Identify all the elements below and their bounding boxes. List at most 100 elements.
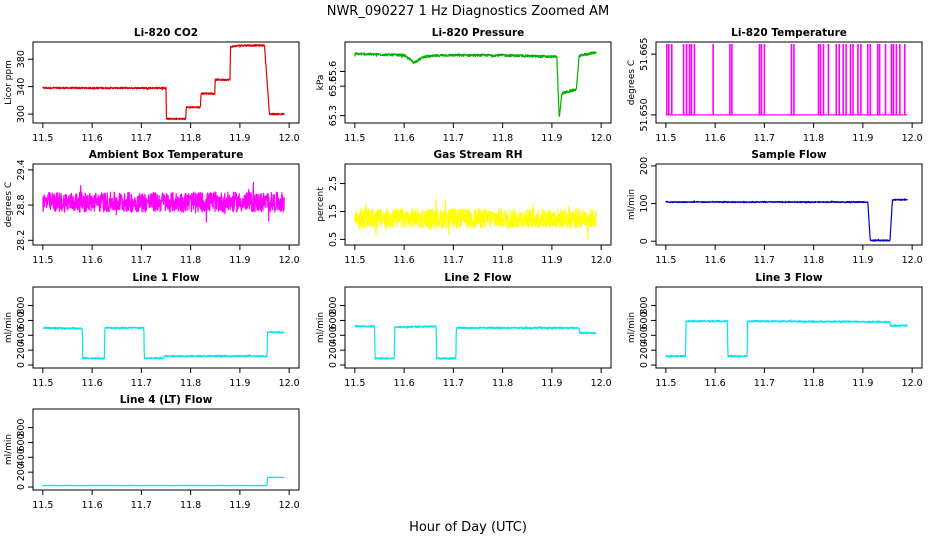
x-tick-label: 11.9 bbox=[229, 133, 250, 144]
x-tick-label: 11.6 bbox=[705, 255, 726, 266]
plot-frame bbox=[655, 163, 923, 246]
y-tick-label: 800 bbox=[16, 297, 27, 315]
x-tick-label: 11.7 bbox=[443, 255, 464, 266]
y-axis-label: ml/min bbox=[316, 312, 326, 343]
y-tick-label: 300 bbox=[16, 105, 27, 123]
plot-frame bbox=[32, 408, 300, 491]
x-tick-label: 11.7 bbox=[131, 255, 152, 266]
x-tick-label: 11.7 bbox=[754, 133, 775, 144]
x-tick-label: 11.5 bbox=[32, 500, 53, 511]
x-tick-label: 11.8 bbox=[803, 133, 824, 144]
y-tick-label: 0 bbox=[639, 238, 650, 244]
y-tick-label: 800 bbox=[16, 419, 27, 437]
y-tick-label: 100 bbox=[639, 194, 650, 212]
y-tick-label: 1.5 bbox=[328, 204, 339, 219]
x-tick-label: 12.0 bbox=[902, 378, 923, 389]
panel-title: Li-820 Pressure bbox=[432, 27, 525, 39]
x-tick-label: 12.0 bbox=[902, 255, 923, 266]
panel-line-3-flow: Line 3 Flow 11.5 11.6 11.7 11.8 11.9 12.0 0 2004… bbox=[627, 272, 923, 389]
x-tick-label: 11.9 bbox=[229, 255, 250, 266]
x-tick-label: 11.5 bbox=[32, 133, 53, 144]
y-tick-label: 200 bbox=[639, 341, 650, 359]
y-tick-label: 2.5 bbox=[328, 176, 339, 191]
panel-title: Ambient Box Temperature bbox=[89, 149, 244, 161]
x-tick-label: 11.9 bbox=[229, 500, 250, 511]
x-tick-label: 11.9 bbox=[852, 133, 873, 144]
series-line bbox=[354, 199, 597, 240]
panel-li-820-co2: Li-820 CO2 11.5 11.6 11.7 11.8 11.9 12.0 300 340… bbox=[4, 27, 300, 144]
y-tick-label: 200 bbox=[16, 463, 27, 481]
y-tick-label: 200 bbox=[639, 157, 650, 175]
x-tick-label: 11.8 bbox=[492, 133, 513, 144]
panel-gas-stream-rh: Gas Stream RH 11.5 11.6 11.7 11.8 11.9 12.0 0.5… bbox=[316, 149, 612, 266]
x-tick-label: 11.6 bbox=[82, 378, 103, 389]
y-tick-label: 65.5 bbox=[328, 76, 339, 97]
y-tick-label: 51.650 bbox=[639, 98, 650, 131]
panel-grid: Li-820 CO2 11.5 11.6 11.7 11.8 11.9 12.0 300 340… bbox=[4, 27, 923, 511]
x-tick-label: 11.6 bbox=[705, 133, 726, 144]
x-tick-label: 11.8 bbox=[180, 255, 201, 266]
x-tick-label: 11.5 bbox=[32, 378, 53, 389]
x-tick-label: 11.6 bbox=[394, 378, 415, 389]
x-tick-label: 12.0 bbox=[279, 500, 300, 511]
panel-title: Line 2 Flow bbox=[444, 272, 511, 284]
y-axis-label: degrees C bbox=[4, 182, 14, 227]
x-tick-label: 11.5 bbox=[32, 255, 53, 266]
y-tick-label: 600 bbox=[639, 311, 650, 329]
x-tick-label: 11.5 bbox=[655, 255, 676, 266]
y-tick-label: 400 bbox=[639, 326, 650, 344]
plot-frame bbox=[32, 41, 300, 124]
x-tick-label: 11.7 bbox=[131, 378, 152, 389]
panel-li-820-pressure: Li-820 Pressure 11.5 11.6 11.7 11.8 11.9 12.0 6… bbox=[316, 27, 612, 144]
panel-ambient-box-temperature: Ambient Box Temperature 11.5 11.6 11.7 11.8 1… bbox=[4, 149, 300, 266]
x-tick-label: 11.9 bbox=[541, 255, 562, 266]
x-tick-label: 11.7 bbox=[131, 133, 152, 144]
x-tick-label: 11.6 bbox=[705, 378, 726, 389]
y-tick-label: 0 bbox=[328, 362, 339, 368]
plot-frame bbox=[32, 163, 300, 246]
x-tick-label: 11.9 bbox=[852, 378, 873, 389]
x-tick-label: 12.0 bbox=[279, 378, 300, 389]
x-axis-label: Hour of Day (UTC) bbox=[409, 520, 527, 535]
y-tick-label: 600 bbox=[16, 311, 27, 329]
panel-title: Gas Stream RH bbox=[433, 149, 522, 161]
x-tick-label: 11.5 bbox=[344, 133, 365, 144]
y-tick-label: 0 bbox=[639, 362, 650, 368]
panel-line-1-flow: Line 1 Flow 11.5 11.6 11.7 11.8 11.9 12.0 0 2004… bbox=[4, 272, 300, 389]
y-tick-label: 400 bbox=[328, 326, 339, 344]
y-tick-label: 65.3 bbox=[328, 105, 339, 126]
y-tick-label: 200 bbox=[16, 341, 27, 359]
plot-frame bbox=[344, 163, 612, 246]
y-tick-label: 0 bbox=[16, 362, 27, 368]
y-tick-label: 29.4 bbox=[16, 159, 27, 180]
x-tick-label: 11.7 bbox=[754, 255, 775, 266]
x-tick-label: 11.8 bbox=[180, 500, 201, 511]
x-tick-label: 12.0 bbox=[591, 255, 612, 266]
y-tick-label: 400 bbox=[16, 326, 27, 344]
x-tick-label: 12.0 bbox=[902, 133, 923, 144]
x-tick-label: 12.0 bbox=[591, 378, 612, 389]
series-line bbox=[42, 476, 285, 487]
x-tick-label: 11.7 bbox=[443, 378, 464, 389]
y-tick-label: 600 bbox=[16, 433, 27, 451]
x-tick-label: 11.9 bbox=[229, 378, 250, 389]
series-line bbox=[42, 181, 285, 223]
x-tick-label: 11.6 bbox=[82, 500, 103, 511]
x-tick-label: 11.9 bbox=[852, 255, 873, 266]
y-axis-label: percent bbox=[316, 187, 326, 222]
panel-li-820-temperature: Li-820 Temperature 11.5 11.6 11.7 11.8 11.9 12… bbox=[627, 27, 923, 144]
y-tick-label: 200 bbox=[328, 341, 339, 359]
x-tick-label: 11.7 bbox=[131, 500, 152, 511]
y-axis-label: Licor ppm bbox=[4, 60, 14, 105]
plot-frame bbox=[655, 41, 923, 124]
y-tick-label: 340 bbox=[16, 78, 27, 96]
panel-line-4-lt-flow: Line 4 (LT) Flow 11.5 11.6 11.7 11.8 11.9 12.0… bbox=[4, 394, 300, 511]
plot-frame bbox=[344, 41, 612, 124]
plot-frame bbox=[32, 286, 300, 369]
series-line bbox=[665, 198, 908, 242]
series-line bbox=[42, 43, 285, 121]
x-tick-label: 11.5 bbox=[344, 255, 365, 266]
y-tick-label: 400 bbox=[16, 448, 27, 466]
x-tick-label: 11.8 bbox=[492, 378, 513, 389]
